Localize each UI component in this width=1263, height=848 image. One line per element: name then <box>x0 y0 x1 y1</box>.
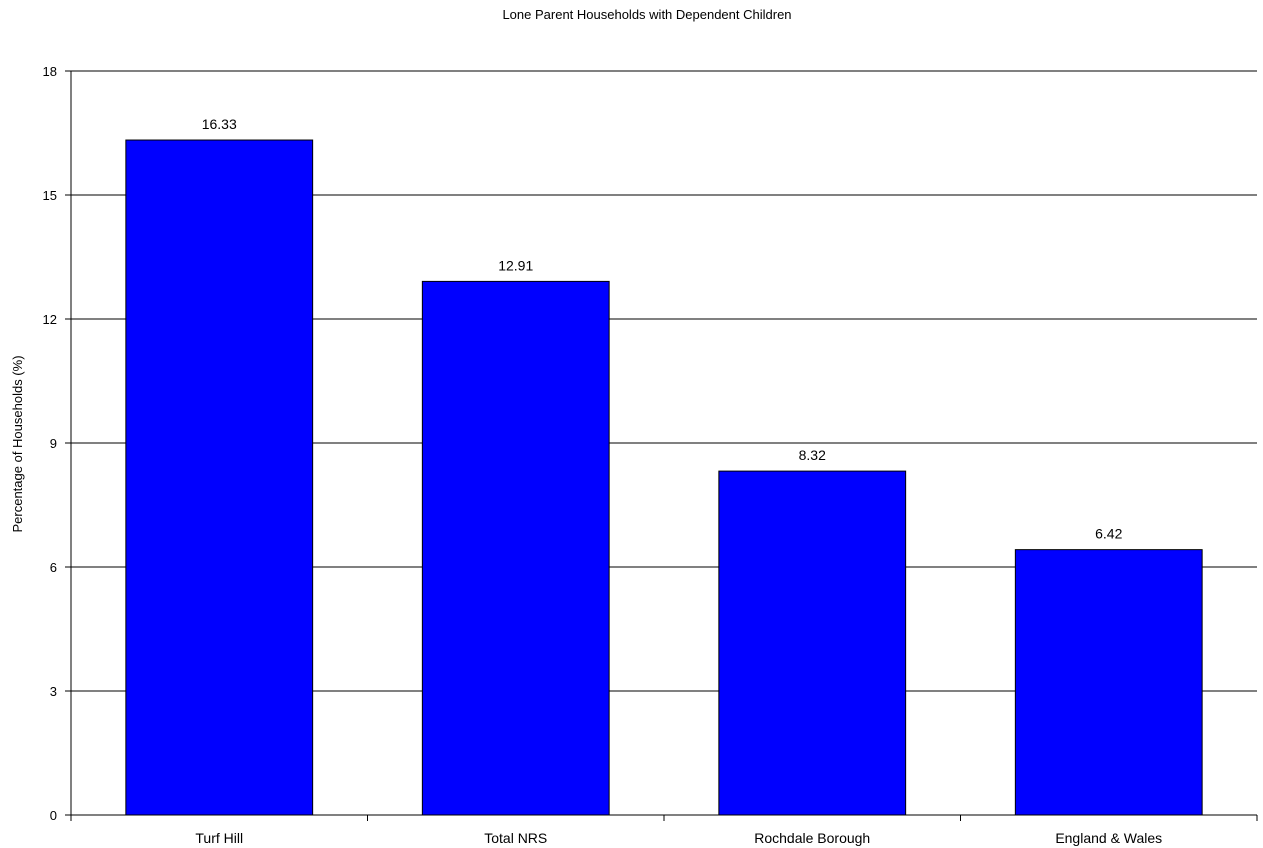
data-label: 8.32 <box>799 447 826 463</box>
data-label: 6.42 <box>1095 526 1122 542</box>
x-category-label: Total NRS <box>484 830 547 846</box>
data-label: 16.33 <box>202 116 237 132</box>
chart-title: Lone Parent Households with Dependent Ch… <box>502 7 791 22</box>
bar <box>718 470 907 816</box>
bar <box>1014 549 1203 816</box>
y-tick-label: 0 <box>50 808 57 823</box>
y-tick-label: 9 <box>50 436 57 451</box>
y-axis-label: Percentage of Households (%) <box>10 355 25 532</box>
data-labels: 16.33 12.91 8.32 6.42 <box>202 116 1123 542</box>
bar <box>421 280 610 816</box>
x-category-label: England & Wales <box>1055 830 1162 846</box>
y-tick-label: 3 <box>50 684 57 699</box>
axes <box>65 70 1258 821</box>
x-category-labels: Turf Hill Total NRS Rochdale Borough Englan… <box>195 830 1162 846</box>
x-category-label: Rochdale Borough <box>754 830 870 846</box>
y-tick-label: 6 <box>50 560 57 575</box>
bar <box>125 139 314 816</box>
y-tick-labels: 0 3 6 9 12 15 18 <box>43 64 57 823</box>
y-tick-label: 18 <box>43 64 57 79</box>
data-label: 12.91 <box>498 257 533 273</box>
bars <box>125 139 1203 816</box>
x-category-label: Turf Hill <box>195 830 243 846</box>
y-tick-label: 12 <box>43 312 57 327</box>
y-tick-label: 15 <box>43 188 57 203</box>
